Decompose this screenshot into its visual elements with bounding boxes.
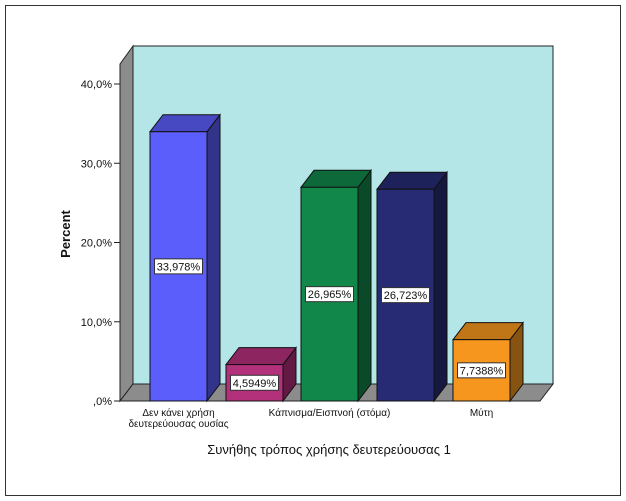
bar-top bbox=[375, 171, 449, 190]
bar: 26,723% bbox=[375, 170, 449, 403]
bar: 4,5949% bbox=[224, 346, 298, 403]
x-axis-title: Συνήθης τρόπος χρήσης δευτερεύουσας 1 bbox=[207, 442, 451, 457]
bar-top bbox=[224, 347, 298, 366]
y-axis-title: Percent bbox=[58, 209, 73, 257]
data-label: 26,965% bbox=[308, 289, 352, 301]
bars-group: 33,978% 4,5949% 26,965% 26,723% 7,7388% bbox=[148, 113, 525, 403]
bar: 33,978% bbox=[148, 113, 222, 403]
y-tick-label: 30,0% bbox=[81, 158, 112, 170]
x-tick-label: Μύτη bbox=[470, 407, 493, 419]
y-axis: ,0% 10,0% 20,0% 30,0% 40,0% bbox=[81, 64, 121, 408]
x-tick-label: Κάπνισμα/Εισπνοή (στόμα) bbox=[269, 407, 391, 419]
data-label-box bbox=[154, 258, 203, 275]
data-label: 7,7388% bbox=[460, 365, 504, 377]
y-tick-label: 20,0% bbox=[81, 238, 112, 250]
x-tick-label: Δεν κάνει χρήση δευτερεύουσας ουσίας bbox=[128, 407, 228, 430]
bar-side bbox=[433, 170, 448, 403]
bar-top bbox=[299, 169, 373, 188]
bar: 26,965% bbox=[299, 168, 373, 403]
y-tick-label: 10,0% bbox=[81, 317, 112, 329]
plot-left-wall bbox=[119, 44, 134, 403]
data-label: 4,5949% bbox=[233, 378, 277, 390]
data-label: 33,978% bbox=[157, 261, 201, 273]
data-label-box bbox=[381, 287, 430, 304]
y-tick-label: ,0% bbox=[93, 396, 112, 408]
bar-top bbox=[451, 322, 525, 341]
bar-side bbox=[357, 168, 372, 403]
y-tick-label: 40,0% bbox=[81, 79, 112, 91]
data-label-box bbox=[457, 362, 506, 379]
bar: 7,7388% bbox=[451, 321, 525, 403]
x-tick-labels: Δεν κάνει χρήση δευτερεύουσας ουσίας Κάπνι… bbox=[128, 407, 493, 430]
data-label: 26,723% bbox=[384, 290, 428, 302]
data-label-box bbox=[230, 374, 279, 391]
bar-side bbox=[206, 113, 221, 403]
data-label-box bbox=[305, 286, 354, 303]
bar-top bbox=[148, 114, 222, 133]
